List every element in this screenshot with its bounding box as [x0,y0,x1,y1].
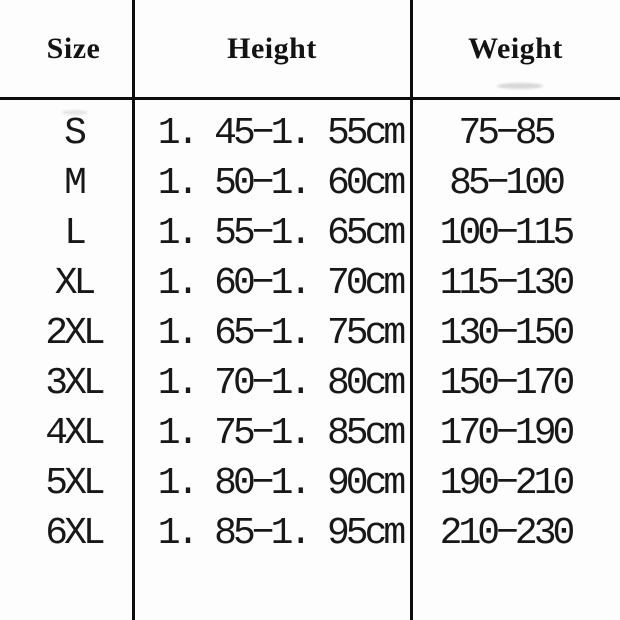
size-cell: 4XL [45,411,105,455]
weight-cell: 210−230 [439,511,576,555]
smudge-artifact-2 [62,110,88,115]
size-cell: 3XL [45,361,105,405]
size-cell: L [64,211,87,255]
table-row: S 1. 45−1. 55cm 75−85 [0,108,620,158]
table-row: M 1. 50−1. 60cm 85−100 [0,158,620,208]
weight-cell: 170−190 [439,411,576,455]
table-row: 2XL 1. 65−1. 75cm 130−150 [0,308,620,358]
height-cell: 1. 45−1. 55cm [157,111,406,155]
weight-cell: 100−115 [439,211,576,255]
smudge-artifact [497,83,543,89]
height-cell: 1. 70−1. 80cm [157,361,406,405]
height-cell: 1. 85−1. 95cm [157,511,406,555]
weight-cell: 130−150 [439,311,576,355]
header-height: Height [227,31,317,65]
weight-cell: 150−170 [439,361,576,405]
size-cell: M [64,161,87,205]
height-cell: 1. 65−1. 75cm [157,311,406,355]
table-header-row: Size Height Weight [0,0,620,97]
weight-cell: 190−210 [439,461,576,505]
height-cell: 1. 75−1. 85cm [157,411,406,455]
height-cell: 1. 60−1. 70cm [157,261,406,305]
weight-cell: 115−130 [439,261,576,305]
table-row: 5XL 1. 80−1. 90cm 190−210 [0,458,620,508]
size-cell: S [64,111,87,155]
height-cell: 1. 50−1. 60cm [157,161,406,205]
size-cell: XL [54,261,97,305]
weight-cell: 85−100 [449,161,566,205]
table-row: 3XL 1. 70−1. 80cm 150−170 [0,358,620,408]
table-row: XL 1. 60−1. 70cm 115−130 [0,258,620,308]
weight-cell: 75−85 [458,111,556,155]
column-divider-right [410,0,413,620]
size-cell: 6XL [45,511,105,555]
header-size: Size [46,31,101,65]
header-divider-line [0,97,620,100]
header-weight: Weight [468,31,563,65]
size-cell: 5XL [45,461,105,505]
table-row: L 1. 55−1. 65cm 100−115 [0,208,620,258]
height-cell: 1. 80−1. 90cm [157,461,406,505]
size-cell: 2XL [45,311,105,355]
height-cell: 1. 55−1. 65cm [157,211,406,255]
column-divider-left [132,0,135,620]
table-row: 4XL 1. 75−1. 85cm 170−190 [0,408,620,458]
table-row: 6XL 1. 85−1. 95cm 210−230 [0,508,620,558]
table-body: S 1. 45−1. 55cm 75−85 M 1. 50−1. 60cm 85… [0,108,620,558]
